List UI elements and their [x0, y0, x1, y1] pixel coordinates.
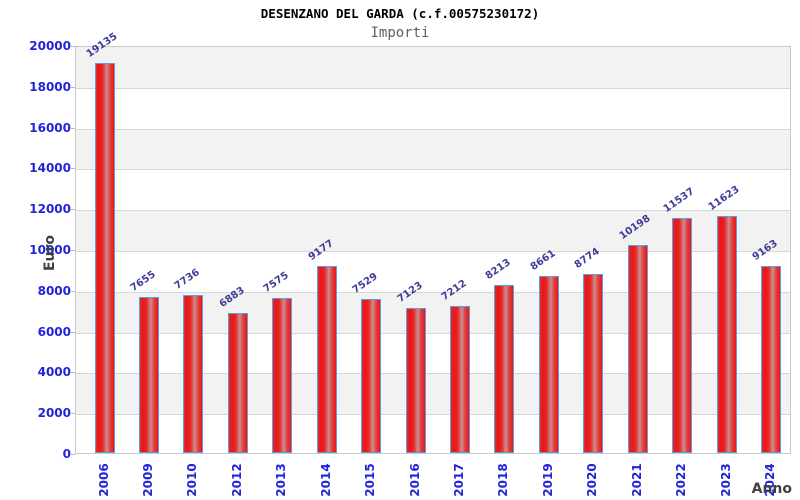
x-axis-title: Anno — [751, 481, 792, 497]
gridline — [76, 128, 790, 130]
bar — [183, 295, 204, 453]
bar — [138, 296, 159, 453]
bar — [405, 307, 426, 453]
bar-value-label: 8661 — [528, 248, 558, 274]
y-tick-label: 4000 — [37, 365, 71, 380]
bar — [672, 217, 693, 453]
y-tick-mark — [71, 127, 75, 129]
bar — [272, 298, 293, 453]
y-tick-label: 10000 — [29, 243, 71, 257]
x-tick-label: 2009 — [140, 463, 155, 497]
bar — [227, 312, 248, 453]
y-tick-mark — [71, 454, 75, 455]
y-tick-mark — [71, 290, 75, 292]
x-tick-label: 2019 — [540, 463, 555, 497]
bar — [449, 305, 470, 453]
chart-title: DESENZANO DEL GARDA (c.f.00575230172) — [260, 6, 540, 21]
y-tick-mark — [71, 331, 75, 333]
x-tick-label: 2023 — [718, 463, 733, 497]
x-tick-label: 2006 — [96, 463, 111, 497]
gridline — [76, 332, 790, 334]
bar — [494, 285, 515, 453]
x-tick-label: 2022 — [674, 463, 689, 497]
gridline — [76, 251, 790, 252]
y-tick-mark — [71, 86, 75, 88]
plot-band — [76, 47, 790, 88]
y-tick-mark — [71, 168, 75, 170]
x-tick-label: 2020 — [585, 463, 600, 497]
bar — [361, 299, 382, 453]
bar-value-label: 11623 — [706, 183, 742, 213]
y-tick-mark — [71, 250, 75, 251]
x-tick-label: 2018 — [496, 463, 511, 497]
bar-value-label: 8213 — [484, 257, 514, 283]
bar — [538, 276, 559, 453]
plot-band — [76, 210, 790, 251]
gridline — [76, 373, 790, 375]
y-tick-label: 20000 — [29, 39, 71, 53]
y-tick-label: 8000 — [37, 283, 71, 298]
y-tick-label: 6000 — [37, 324, 71, 339]
x-tick-label: 2016 — [407, 463, 422, 497]
y-axis-title: Euro — [42, 234, 58, 272]
bar — [316, 265, 337, 453]
y-tick-mark — [71, 46, 75, 47]
x-tick-label: 2014 — [318, 463, 333, 497]
y-tick-label: 2000 — [37, 406, 71, 421]
gridline — [76, 210, 790, 212]
y-tick-mark — [71, 372, 75, 374]
bar-value-label: 7655 — [128, 268, 158, 294]
x-tick-label: 2013 — [274, 463, 289, 497]
bar — [583, 274, 604, 453]
x-tick-label: 2015 — [363, 463, 378, 497]
bar — [627, 244, 648, 453]
plot-area: 19135 7655 7736 6883 7575 9177 7529 7123 7212 821… — [75, 31, 791, 454]
y-tick-mark — [71, 413, 75, 415]
gridline — [76, 87, 790, 89]
x-tick-label: 2021 — [629, 463, 644, 497]
gridline — [76, 291, 790, 293]
x-tick-label: 2010 — [185, 463, 200, 497]
bar-value-label: 7736 — [173, 267, 203, 293]
bar — [94, 62, 115, 453]
x-tick-label: 2012 — [229, 463, 244, 497]
bar — [760, 266, 781, 453]
chart-subtitle: Importi — [370, 25, 430, 41]
gridline — [76, 169, 790, 171]
plot-band — [76, 128, 790, 170]
y-tick-mark — [71, 209, 75, 211]
y-tick-label: 14000 — [29, 161, 71, 176]
gridline — [76, 414, 790, 416]
y-tick-label: 12000 — [29, 202, 71, 217]
y-tick-label: 16000 — [29, 120, 71, 135]
y-tick-label: 18000 — [29, 79, 71, 94]
x-tick-label: 2017 — [451, 463, 466, 497]
y-tick-label: 0 — [62, 447, 71, 461]
bar — [716, 215, 737, 453]
